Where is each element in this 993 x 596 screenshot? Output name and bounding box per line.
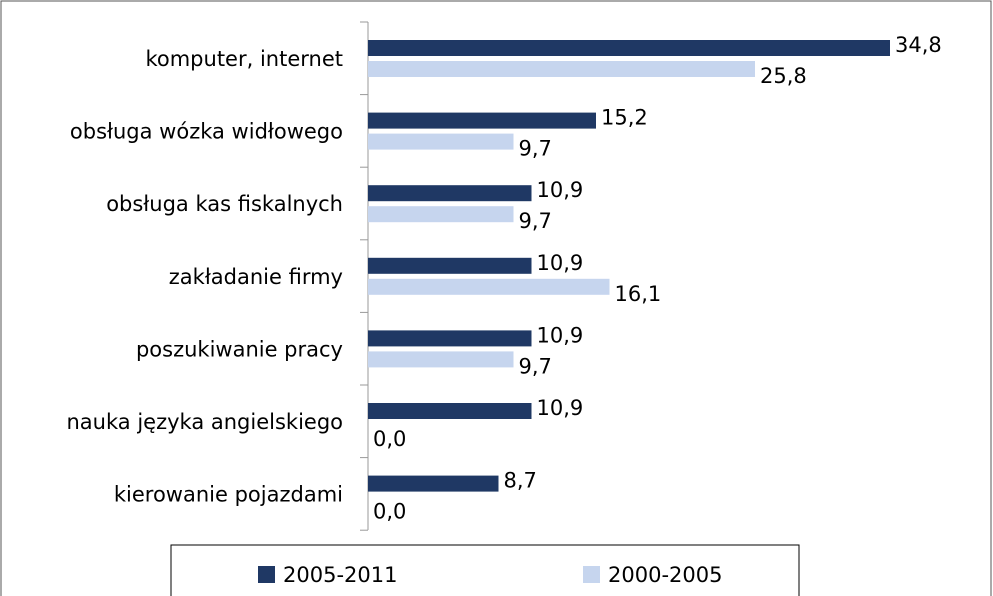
bar <box>368 403 532 419</box>
value-label: 10,9 <box>537 323 584 347</box>
value-label: 16,1 <box>615 282 662 306</box>
y-tick-label: obsługa wózka widłowego <box>70 120 343 144</box>
bar <box>368 133 514 150</box>
legend-box <box>170 544 800 596</box>
bar <box>368 257 532 274</box>
value-label: 25,8 <box>760 64 807 88</box>
bar <box>368 351 514 368</box>
value-label: 8,7 <box>504 469 537 493</box>
value-label: 10,9 <box>537 396 584 420</box>
y-tick-label: kierowanie pojazdami <box>114 483 343 507</box>
bar <box>368 330 532 347</box>
bar <box>368 40 890 56</box>
bar <box>368 475 499 492</box>
bar <box>368 112 596 129</box>
value-label: 9,7 <box>519 354 552 378</box>
y-tick-label: komputer, internet <box>145 47 343 71</box>
bar <box>368 278 610 295</box>
bar <box>368 61 755 77</box>
bar <box>368 185 532 202</box>
legend-swatch <box>583 566 600 583</box>
value-label: 15,2 <box>601 106 648 130</box>
bar <box>368 206 514 223</box>
y-tick-label: nauka języka angielskiego <box>67 410 344 434</box>
y-tick-label: obsługa kas fiskalnych <box>106 192 343 216</box>
legend-label: 2005-2011 <box>283 563 397 587</box>
value-label: 34,8 <box>895 33 942 57</box>
y-tick-label: zakładanie firmy <box>169 265 343 289</box>
value-label: 9,7 <box>519 209 552 233</box>
y-tick-label: poszukiwanie pracy <box>136 337 343 361</box>
value-label: 10,9 <box>537 178 584 202</box>
value-label: 10,9 <box>537 251 584 275</box>
value-label: 0,0 <box>373 500 406 524</box>
value-label: 0,0 <box>373 427 406 451</box>
value-label: 9,7 <box>519 137 552 161</box>
legend-label: 2000-2005 <box>608 563 722 587</box>
legend-swatch <box>258 566 275 583</box>
